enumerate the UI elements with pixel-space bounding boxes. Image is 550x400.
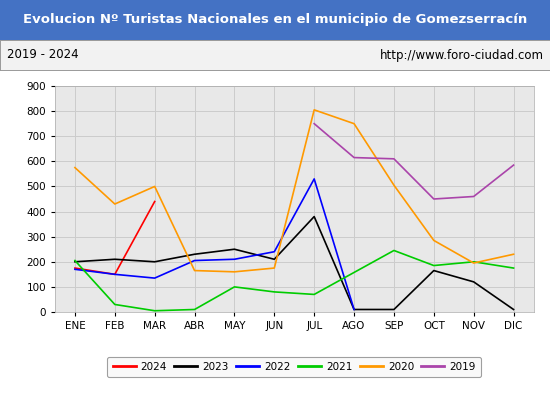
Text: 2019 - 2024: 2019 - 2024: [7, 48, 78, 62]
Text: http://www.foro-ciudad.com: http://www.foro-ciudad.com: [379, 48, 543, 62]
Legend: 2024, 2023, 2022, 2021, 2020, 2019: 2024, 2023, 2022, 2021, 2020, 2019: [107, 357, 481, 377]
Text: Evolucion Nº Turistas Nacionales en el municipio de Gomezserracín: Evolucion Nº Turistas Nacionales en el m…: [23, 14, 527, 26]
